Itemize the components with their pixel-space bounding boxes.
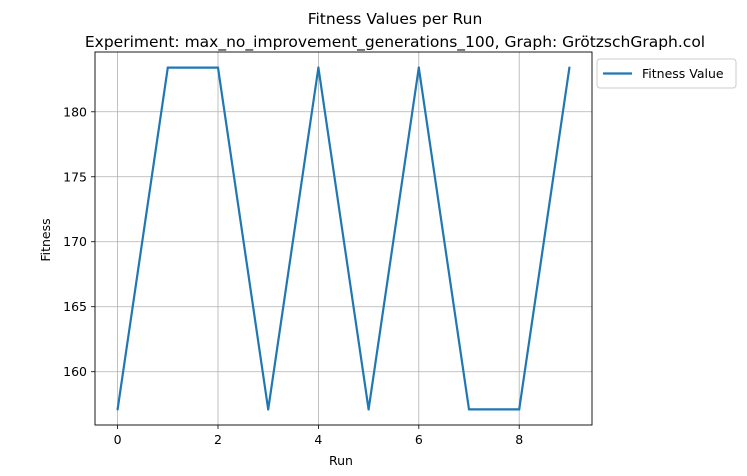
data-point [467,408,471,411]
x-tick-label: 4 [314,432,322,447]
data-point [518,408,521,411]
data-point [267,408,270,411]
x-tick-label: 8 [515,432,523,447]
data-point [116,408,119,411]
legend-box [596,58,737,89]
data-point [367,408,370,411]
data-point [417,66,420,69]
chart-title: Fitness Values per Run [308,10,483,28]
y-tick-label: 180 [63,104,87,119]
data-point [317,66,320,69]
y-tick-label: 160 [63,364,87,379]
x-tick-label: 0 [114,432,122,447]
legend: Fitness Value [596,58,737,89]
plot-frame [94,51,593,426]
y-tick-label: 170 [63,234,87,249]
chart-subtitle: Experiment: max_no_improvement_generatio… [85,33,705,52]
series-layer [116,66,571,411]
y-axis-label: Fitness [38,218,53,261]
x-tick-label: 2 [214,432,222,447]
data-point [216,66,220,69]
y-axis: 160 165 170 175 180 [63,104,95,379]
y-tick-label: 175 [63,169,87,184]
data-point [568,66,571,69]
grid-lines [95,52,592,425]
x-axis: 0 2 4 6 8 [114,425,523,447]
legend-label-fitness-value: Fitness Value [642,66,724,81]
x-axis-label: Run [329,453,353,468]
x-tick-label: 6 [415,432,423,447]
data-point [166,66,169,69]
series-line-fitness-value [116,66,571,411]
y-tick-label: 165 [63,299,87,314]
